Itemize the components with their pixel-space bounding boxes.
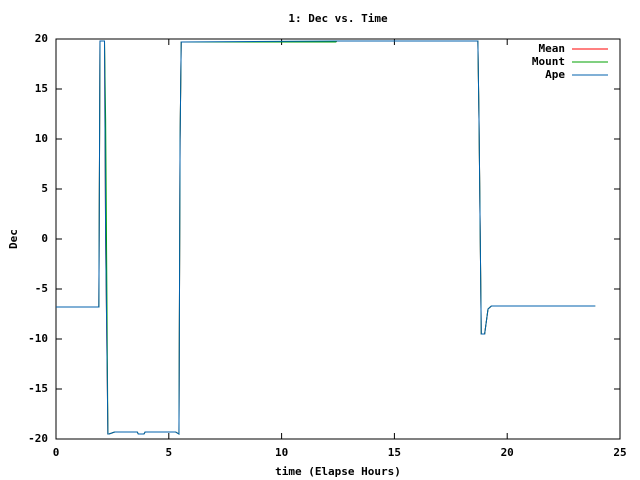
y-tick-label: -15 xyxy=(28,382,48,395)
y-tick-label: 0 xyxy=(41,232,48,245)
legend-label: Ape xyxy=(545,68,565,81)
x-tick-label: 15 xyxy=(388,446,401,459)
plot-frame xyxy=(55,38,621,440)
series-line xyxy=(56,40,596,435)
chart-title: 1: Dec vs. Time xyxy=(288,12,388,25)
y-axis-label: Dec xyxy=(7,229,20,249)
y-tick-label: 5 xyxy=(41,182,48,195)
y-tick-label: -20 xyxy=(28,432,48,445)
y-tick-label: 15 xyxy=(35,82,48,95)
x-tick-label: 10 xyxy=(275,446,288,459)
y-tick-label: -5 xyxy=(35,282,48,295)
legend-label: Mean xyxy=(539,42,566,55)
x-tick-label: 20 xyxy=(501,446,514,459)
series-line xyxy=(56,40,596,435)
y-tick-label: 10 xyxy=(35,132,48,145)
x-tick-label: 5 xyxy=(165,446,172,459)
y-tick-label: 20 xyxy=(35,32,48,45)
x-axis-label: time (Elapse Hours) xyxy=(275,465,401,478)
series-line xyxy=(56,40,596,435)
x-tick-label: 0 xyxy=(53,446,60,459)
legend-label: Mount xyxy=(532,55,565,68)
x-tick-label: 25 xyxy=(613,446,626,459)
y-tick-label: -10 xyxy=(28,332,48,345)
